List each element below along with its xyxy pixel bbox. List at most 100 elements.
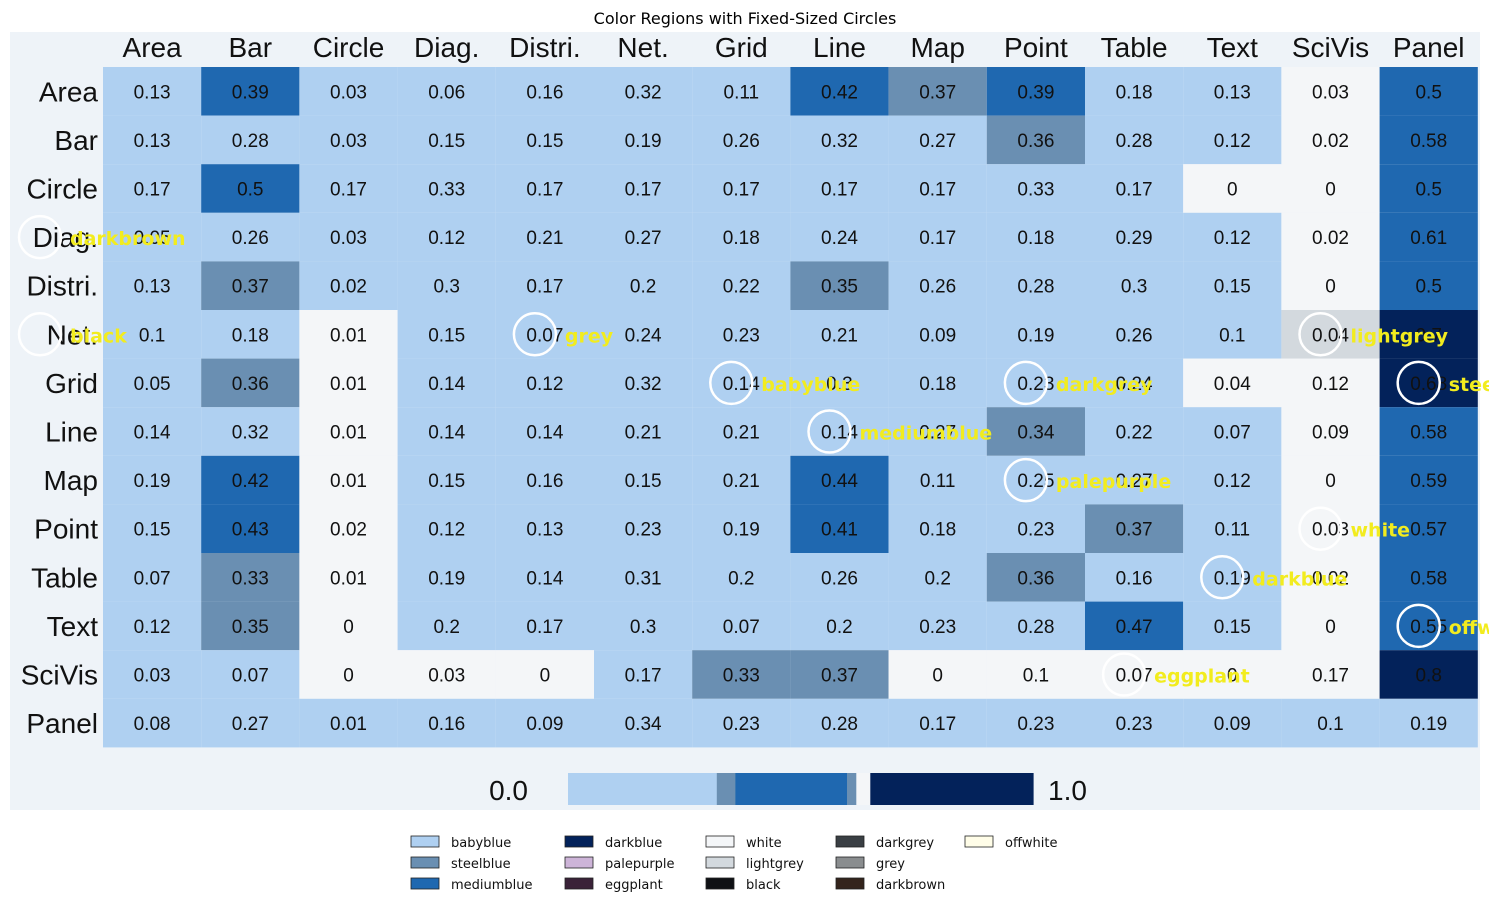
heatmap-cell xyxy=(1085,358,1184,408)
cell-value: 0.12 xyxy=(1214,228,1251,249)
heatmap-cell xyxy=(1183,553,1282,602)
column-header: Line xyxy=(813,32,866,63)
cell-value: 0.23 xyxy=(1017,520,1054,541)
legend-swatch xyxy=(410,835,440,848)
column-header: Grid xyxy=(715,32,768,63)
heatmap-cell xyxy=(397,455,496,505)
circle-label: darkgrey xyxy=(1056,374,1153,396)
circle-label: black xyxy=(70,325,127,347)
colorbar-segment xyxy=(716,773,736,805)
cell-value: 0.12 xyxy=(428,228,465,249)
heatmap-cell xyxy=(986,407,1085,456)
cell-value: 0.17 xyxy=(919,228,956,249)
cell-value: 0.07 xyxy=(134,568,171,589)
heatmap-cell xyxy=(1379,601,1478,651)
cell-value: 0.09 xyxy=(919,325,956,346)
heatmap-cell xyxy=(692,407,791,456)
cell-value: 0.03 xyxy=(330,82,367,103)
circle-marker xyxy=(807,409,852,454)
cell-value: 0.36 xyxy=(232,374,269,395)
cell-value: 0.33 xyxy=(1017,180,1054,201)
heatmap-cell xyxy=(790,407,889,456)
cell-value: 0.2 xyxy=(728,568,754,589)
heatmap-cell xyxy=(1085,698,1184,748)
cell-value: 0.11 xyxy=(920,471,956,492)
cell-value: 0.23 xyxy=(625,520,662,541)
legend-label: palepurple xyxy=(605,857,675,872)
cell-value: 0.03 xyxy=(1312,82,1349,103)
cell-value: 0.07 xyxy=(232,666,269,687)
cell-value: 0.22 xyxy=(1116,423,1153,444)
heatmap-cell xyxy=(1183,504,1282,553)
heatmap-cell xyxy=(1085,553,1184,602)
colorbar-segment xyxy=(847,773,857,805)
heatmap-cell xyxy=(495,261,594,310)
heatmap-cell xyxy=(201,455,300,505)
heatmap-cell xyxy=(495,698,594,748)
heatmap-cell xyxy=(1281,310,1380,359)
cell-value: 0.32 xyxy=(821,131,858,152)
cell-value: 0.19 xyxy=(1214,568,1251,589)
cell-value: 0.23 xyxy=(1116,714,1153,735)
heatmap-cell xyxy=(299,553,398,602)
heatmap-cell xyxy=(790,115,889,165)
heatmap-cell xyxy=(594,407,693,456)
heatmap-headers: Area Bar Circle Diag. Distri. Net. Grid Line Map… xyxy=(21,32,1465,739)
column-header: SciVis xyxy=(1292,32,1369,63)
row-header: Line xyxy=(45,417,98,448)
heatmap-values: 0.13 0.39 0.03 0.06 0.16 0.32 0.11 0.42 0.37 0.39… xyxy=(134,82,1448,735)
heatmap-cell xyxy=(1281,67,1380,116)
cell-value: 0.07 xyxy=(723,617,760,638)
legend-label: white xyxy=(746,836,782,851)
legend-swatch xyxy=(835,877,865,890)
cell-value: 0.1 xyxy=(1219,325,1245,346)
cell-value: 0.12 xyxy=(526,374,563,395)
heatmap-cell xyxy=(1183,601,1282,651)
heatmap-cell xyxy=(692,115,791,165)
legend-label: steelblue xyxy=(451,857,511,872)
cell-value: 0.28 xyxy=(821,714,858,735)
cell-value: 0.06 xyxy=(428,82,465,103)
heatmap-cell xyxy=(692,650,791,699)
cell-value: 0.13 xyxy=(526,520,563,541)
heatmap-cell xyxy=(1281,164,1380,213)
heatmap-cell xyxy=(397,212,496,262)
circle-marker xyxy=(1003,360,1049,406)
heatmap-cell xyxy=(299,358,398,408)
cell-value: 0.21 xyxy=(625,423,662,444)
heatmap-cell xyxy=(397,407,496,456)
heatmap-cell xyxy=(986,455,1085,505)
heatmap-cell xyxy=(986,601,1085,651)
heatmap-cell xyxy=(1085,164,1184,213)
column-header: Text xyxy=(1207,32,1259,63)
circle-markers: darkbrown black grey babyblue mediumblue dark… xyxy=(17,214,1489,697)
cell-value: 0.15 xyxy=(625,471,662,492)
cell-value: 0.17 xyxy=(526,180,563,201)
heatmap-cell xyxy=(888,601,987,651)
heatmap-cell xyxy=(1183,650,1282,699)
colorbar-max-label: 1.0 xyxy=(1048,775,1087,806)
circle-label: white xyxy=(1351,520,1411,542)
heatmap-cell xyxy=(397,504,496,553)
heatmap-cell xyxy=(1183,115,1282,165)
cell-value: 0.37 xyxy=(821,666,858,687)
cell-value: 0.17 xyxy=(625,666,662,687)
heatmap-cell xyxy=(594,650,693,699)
heatmap-cell xyxy=(495,212,594,262)
heatmap-cell xyxy=(986,358,1085,408)
cell-value: 0.23 xyxy=(919,617,956,638)
legend-swatch xyxy=(410,877,440,890)
circle-marker xyxy=(17,214,63,260)
cell-value: 0.17 xyxy=(625,180,662,201)
cell-value: 0.13 xyxy=(1214,82,1251,103)
heatmap-cell xyxy=(495,650,594,699)
cell-value: 0.61 xyxy=(1410,228,1447,249)
heatmap-cell xyxy=(790,261,889,310)
cell-value: 0 xyxy=(540,666,551,687)
cell-value: 0.11 xyxy=(1215,520,1251,541)
heatmap-cell xyxy=(594,261,693,310)
heatmap-cell xyxy=(495,504,594,553)
heatmap-cell xyxy=(790,553,889,602)
cell-value: 0.17 xyxy=(821,180,858,201)
